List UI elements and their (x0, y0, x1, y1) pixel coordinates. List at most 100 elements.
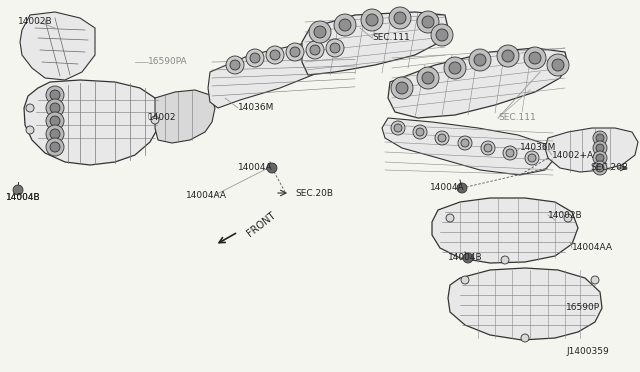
Circle shape (528, 154, 536, 162)
Circle shape (391, 121, 405, 135)
Circle shape (503, 146, 517, 160)
Circle shape (593, 141, 607, 155)
Text: 14002B: 14002B (548, 211, 582, 219)
Circle shape (46, 112, 64, 130)
Polygon shape (24, 80, 160, 165)
Circle shape (417, 11, 439, 33)
Circle shape (461, 276, 469, 284)
Circle shape (266, 46, 284, 64)
Circle shape (436, 29, 448, 41)
Circle shape (13, 185, 23, 195)
Circle shape (564, 214, 572, 222)
Circle shape (246, 49, 264, 67)
Polygon shape (545, 128, 638, 172)
Circle shape (449, 62, 461, 74)
Polygon shape (20, 12, 95, 80)
Circle shape (151, 116, 159, 124)
Polygon shape (448, 268, 602, 340)
Circle shape (469, 49, 491, 71)
Circle shape (413, 125, 427, 139)
Text: 14002B: 14002B (18, 17, 52, 26)
Circle shape (306, 41, 324, 59)
Circle shape (525, 151, 539, 165)
Circle shape (339, 19, 351, 31)
Circle shape (444, 57, 466, 79)
Circle shape (230, 60, 240, 70)
Text: J1400359: J1400359 (566, 347, 609, 356)
Text: 14004B: 14004B (6, 193, 40, 202)
Text: 14004AA: 14004AA (572, 244, 613, 253)
Circle shape (457, 183, 467, 193)
Polygon shape (382, 118, 555, 175)
Circle shape (270, 50, 280, 60)
Circle shape (422, 16, 434, 28)
Circle shape (26, 126, 34, 134)
Circle shape (334, 14, 356, 36)
Polygon shape (432, 198, 578, 263)
Circle shape (326, 39, 344, 57)
Circle shape (497, 45, 519, 67)
Circle shape (50, 103, 60, 113)
Circle shape (330, 43, 340, 53)
Circle shape (267, 163, 277, 173)
Circle shape (431, 24, 453, 46)
Circle shape (521, 334, 529, 342)
Circle shape (309, 21, 331, 43)
Circle shape (417, 67, 439, 89)
Circle shape (435, 131, 449, 145)
Text: 14036M: 14036M (238, 103, 275, 112)
Circle shape (547, 54, 569, 76)
Circle shape (593, 131, 607, 145)
Circle shape (286, 43, 304, 61)
Circle shape (50, 129, 60, 139)
Circle shape (366, 14, 378, 26)
Circle shape (474, 54, 486, 66)
Text: 16590P: 16590P (566, 304, 600, 312)
Circle shape (593, 151, 607, 165)
Circle shape (481, 141, 495, 155)
Text: 14002+A: 14002+A (552, 151, 594, 160)
Circle shape (461, 139, 469, 147)
Circle shape (529, 52, 541, 64)
Circle shape (50, 90, 60, 100)
Polygon shape (155, 90, 215, 143)
Circle shape (310, 45, 320, 55)
Circle shape (290, 47, 300, 57)
Text: FRONT: FRONT (245, 211, 277, 239)
Circle shape (389, 7, 411, 29)
Circle shape (50, 142, 60, 152)
Circle shape (394, 124, 402, 132)
Circle shape (501, 256, 509, 264)
Polygon shape (388, 48, 568, 118)
Circle shape (446, 214, 454, 222)
Circle shape (524, 47, 546, 69)
Text: 14004B: 14004B (6, 193, 40, 202)
Circle shape (314, 26, 326, 38)
Text: SEC.111: SEC.111 (498, 113, 536, 122)
Circle shape (46, 86, 64, 104)
Circle shape (416, 128, 424, 136)
Circle shape (596, 144, 604, 152)
Circle shape (422, 72, 434, 84)
Circle shape (46, 99, 64, 117)
Circle shape (26, 104, 34, 112)
Circle shape (552, 59, 564, 71)
Circle shape (391, 77, 413, 99)
Circle shape (361, 9, 383, 31)
Circle shape (438, 134, 446, 142)
Circle shape (506, 149, 514, 157)
Text: 16590PA: 16590PA (148, 58, 188, 67)
Circle shape (502, 50, 514, 62)
Circle shape (458, 136, 472, 150)
Circle shape (463, 253, 473, 263)
Circle shape (596, 134, 604, 142)
Circle shape (394, 12, 406, 24)
Text: SEC.20B: SEC.20B (590, 164, 628, 173)
Circle shape (396, 82, 408, 94)
Text: SEC.20B: SEC.20B (295, 189, 333, 198)
Circle shape (46, 125, 64, 143)
Circle shape (226, 56, 244, 74)
Polygon shape (208, 40, 360, 108)
Circle shape (50, 116, 60, 126)
Circle shape (593, 161, 607, 175)
